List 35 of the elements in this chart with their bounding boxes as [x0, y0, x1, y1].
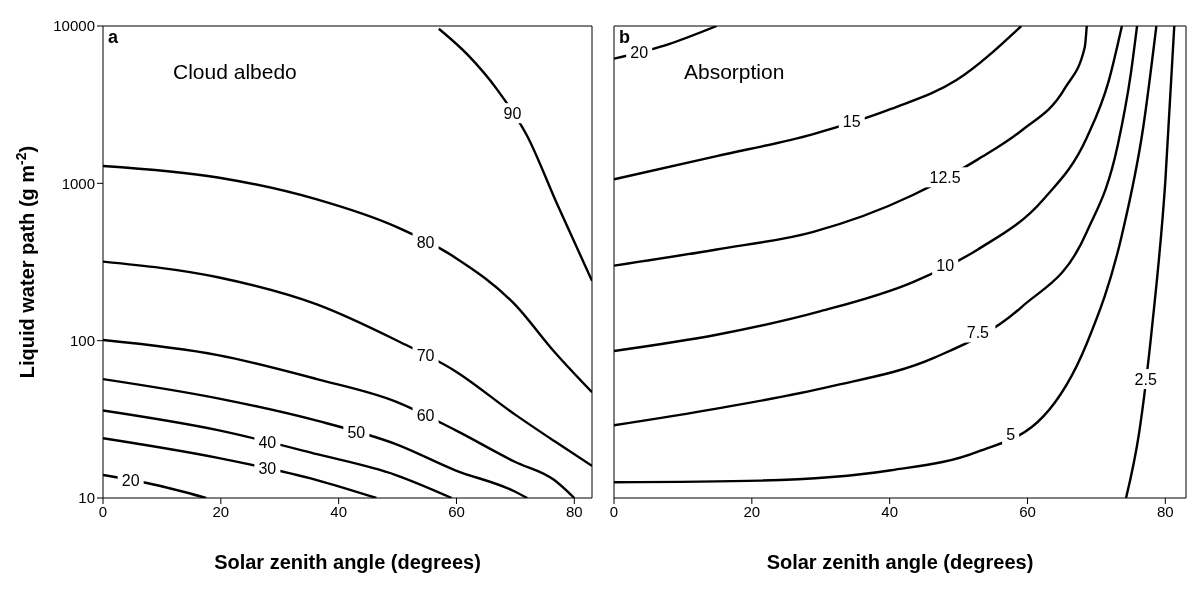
y-tick-label: 1000	[61, 174, 95, 192]
series-label: 10	[936, 257, 955, 275]
x-axis-title: Solar zenith angle (degrees)	[766, 551, 1034, 573]
x-tick-label: 20	[743, 502, 761, 520]
x-tick-label: 80	[1156, 502, 1174, 520]
series-label: 15	[842, 113, 861, 131]
series-label: 50	[347, 423, 366, 441]
series-label: 7.5	[966, 323, 990, 341]
y-tick-label: 10000	[53, 17, 95, 35]
x-tick-label: 40	[330, 502, 348, 520]
series-label: 5	[1006, 425, 1016, 443]
x-tick-label: 0	[98, 502, 108, 520]
series-label: 2.5	[1134, 370, 1157, 388]
series-label: 20	[630, 43, 649, 61]
series-label: 40	[258, 433, 277, 451]
series-label: 70	[416, 347, 435, 365]
x-axis-title: Solar zenith angle (degrees)	[214, 551, 481, 573]
series-label: 12.5	[929, 168, 961, 186]
series-label: 20	[121, 471, 140, 489]
annotation: b	[619, 27, 630, 48]
series-label: 30	[258, 460, 277, 478]
annotation: Cloud albedo	[173, 60, 297, 84]
annotation: a	[108, 27, 119, 48]
series-label: 60	[416, 407, 435, 425]
x-tick-label: 60	[448, 502, 465, 520]
series-label: 90	[503, 104, 522, 122]
series-label: 80	[416, 233, 435, 251]
x-tick-label: 80	[565, 502, 583, 520]
x-tick-label: 0	[609, 502, 619, 520]
x-tick-label: 40	[881, 502, 899, 520]
y-tick-label: 100	[69, 331, 95, 349]
y-tick-label: 10	[78, 489, 95, 507]
annotation: Absorption	[684, 60, 785, 84]
x-tick-label: 20	[212, 502, 230, 520]
x-tick-label: 60	[1019, 502, 1036, 520]
